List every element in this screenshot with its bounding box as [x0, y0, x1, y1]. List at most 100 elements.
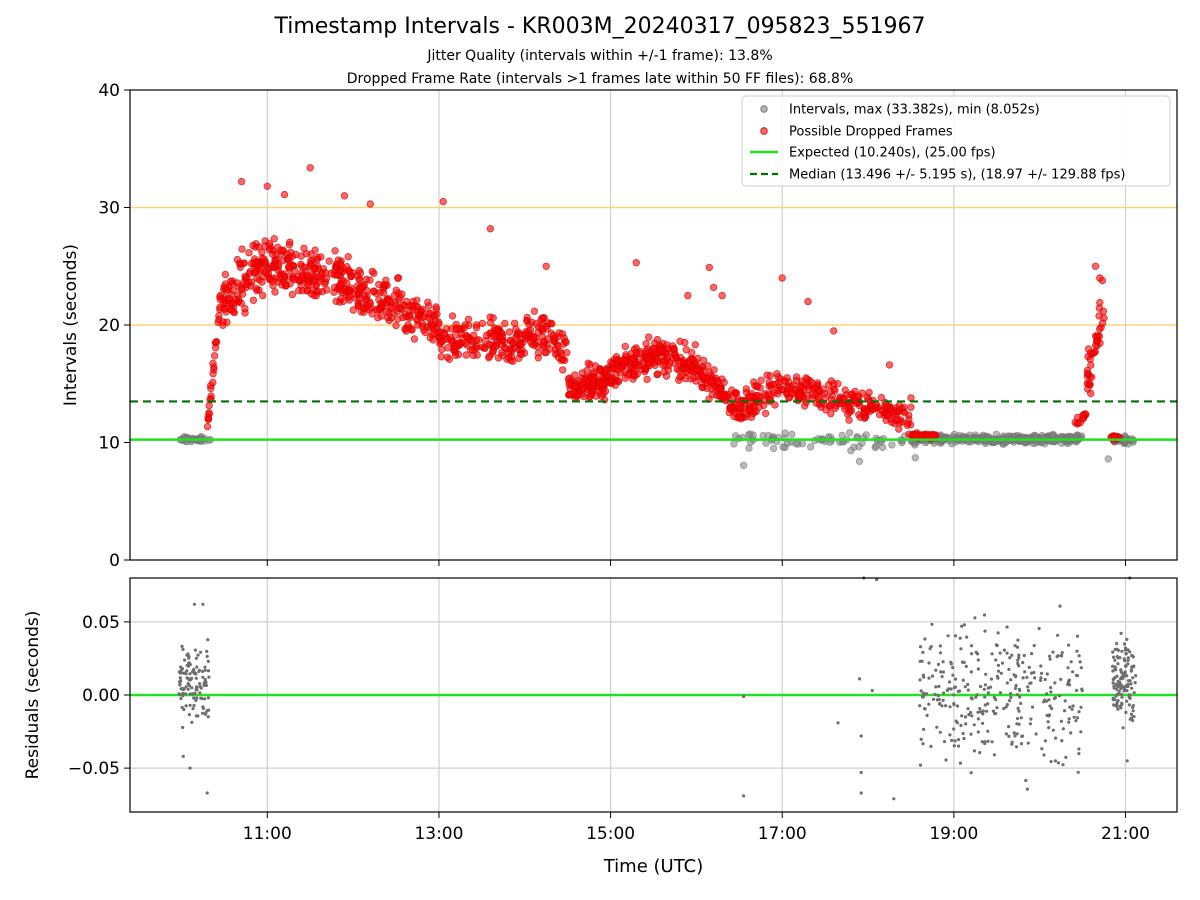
dropped-frame-point [249, 241, 257, 250]
residual-point [1076, 716, 1080, 720]
residual-point [1047, 698, 1051, 702]
residual-point [983, 629, 987, 633]
dropped-frame-point [236, 260, 245, 268]
dropped-frame-point [841, 405, 849, 413]
residual-point [934, 668, 938, 672]
residual-point [202, 683, 206, 688]
dropped-frame-point [361, 304, 370, 312]
residual-point [1018, 695, 1022, 699]
residual-point [1078, 660, 1082, 664]
time-xtick-label: 15:00 [586, 824, 635, 844]
time-xtick-label: 19:00 [929, 824, 978, 844]
intervals-series [176, 429, 1138, 470]
residual-point [969, 771, 973, 775]
dropped-frame-point [408, 325, 416, 334]
residual-point [979, 684, 983, 689]
dropped-frame-point [804, 297, 812, 306]
residual-point [1014, 683, 1018, 688]
residual-point [1079, 705, 1083, 709]
residual-point [996, 669, 1001, 673]
dropped-frame-point [437, 353, 445, 361]
residual-point [918, 678, 922, 682]
residual-point [186, 676, 190, 680]
residual-point [939, 670, 943, 674]
residual-point [1125, 699, 1129, 703]
dropped-frame-point [381, 281, 390, 289]
interval-point [788, 430, 796, 438]
dropped-frame-point [249, 296, 258, 304]
residual-point [966, 688, 970, 692]
residual-point [923, 637, 927, 641]
dropped-frame-point [493, 325, 501, 334]
residual-point [1071, 704, 1075, 708]
residual-point [937, 684, 941, 689]
residual-point [1124, 652, 1128, 656]
residual-point [962, 736, 966, 741]
dropped-frame-point [280, 190, 289, 199]
dropped-frame-point [268, 277, 277, 286]
dropped-frame-point [405, 307, 413, 315]
dropped-frame-point [845, 416, 853, 424]
dropped-frame-point [627, 364, 635, 372]
residual-point [919, 737, 923, 742]
dropped-frame-point [472, 324, 481, 332]
residual-point [956, 744, 961, 748]
dropped-frame-point [227, 306, 236, 314]
dropped-frame-point [438, 337, 446, 346]
residual-point [927, 676, 931, 680]
residual-point [1029, 681, 1033, 685]
residual-point [207, 675, 211, 679]
dropped-frame-point [621, 342, 629, 351]
dropped-frame-point [608, 359, 616, 368]
dropped-frame-point [546, 345, 554, 353]
residual-point [1068, 705, 1072, 709]
dropped-frame-point [366, 200, 374, 208]
dropped-frame-point [515, 330, 524, 338]
residual-point [1120, 695, 1124, 699]
residual-point [1046, 720, 1050, 724]
legend-entry: Median (13.496 +/- 5.195 s), (18.97 +/- … [789, 168, 1125, 183]
residual-point [986, 691, 991, 695]
residual-point [944, 758, 948, 762]
dropped-frame-point [543, 335, 552, 343]
residual-point [1115, 687, 1119, 691]
dropped-frame-point [354, 301, 363, 310]
residual-point [1127, 695, 1131, 699]
dropped-frame-subtitle: Dropped Frame Rate (intervals >1 frames … [346, 71, 854, 87]
residual-point [976, 710, 980, 714]
residual-point [1002, 648, 1007, 652]
dropped-frame-point [268, 250, 277, 258]
residual-point [1116, 707, 1120, 711]
residual-point [1131, 676, 1135, 680]
dropped-frame-point [726, 404, 734, 412]
dropped-frame-point [321, 269, 330, 277]
residual-point [193, 648, 197, 652]
chart-title: Timestamp Intervals - KR003M_20240317_09… [274, 14, 926, 39]
dropped-frame-point [530, 307, 539, 315]
residual-point [974, 695, 978, 699]
residual-point [953, 677, 958, 681]
dropped-frame-point [885, 361, 894, 369]
residual-point [1027, 665, 1031, 670]
residual-point [1040, 671, 1044, 676]
residual-point [1029, 671, 1034, 675]
residual-point [994, 658, 998, 662]
dropped-frame-point [333, 271, 341, 279]
dropped-frame-point [490, 332, 498, 340]
dropped-frame-point [205, 410, 214, 418]
residual-point [1009, 678, 1013, 682]
dropped-frame-point [621, 374, 629, 382]
interval-point [1077, 432, 1086, 440]
residual-point [1077, 654, 1081, 658]
dropped-frame-point [778, 274, 786, 282]
residual-point [205, 649, 209, 654]
residual-point [981, 709, 985, 713]
dropped-frame-point [498, 348, 506, 357]
residuals-ytick-label: −0.05 [68, 759, 120, 779]
residual-point [998, 651, 1002, 655]
residual-point [1015, 693, 1020, 697]
intervals-ytick-label: 20 [98, 316, 120, 336]
residual-point [188, 703, 192, 707]
residual-point [875, 577, 879, 582]
dropped-frame-point [819, 385, 827, 393]
